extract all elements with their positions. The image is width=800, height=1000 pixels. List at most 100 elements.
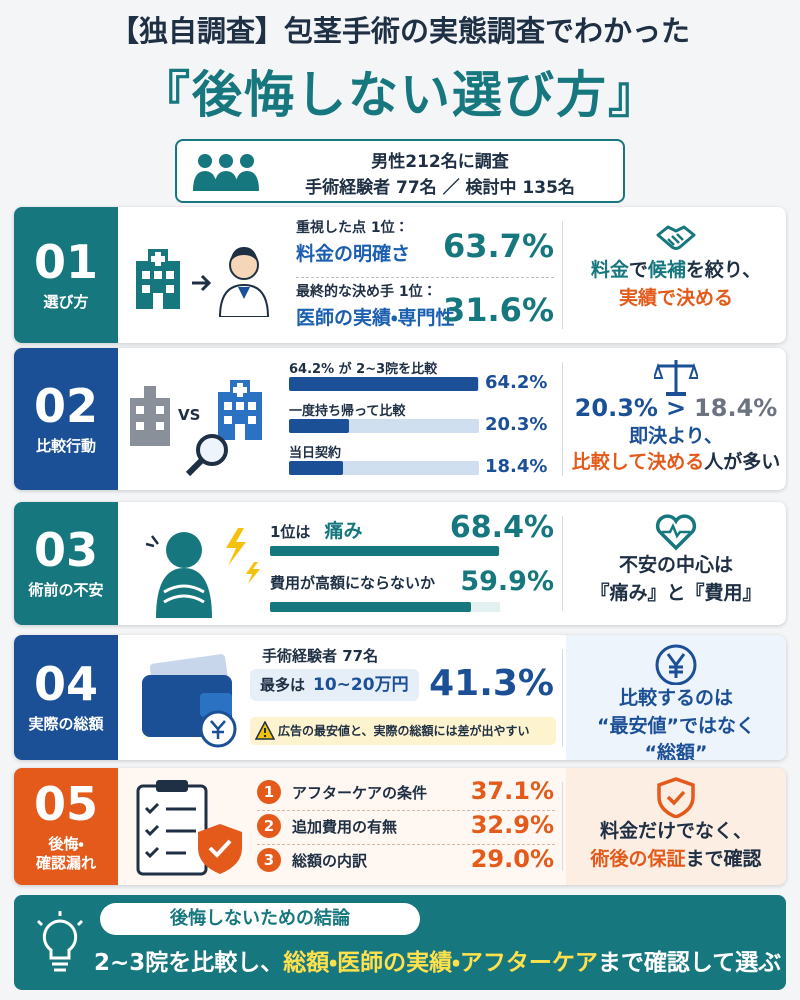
icon-part: [655, 644, 697, 686]
item-caption-text: 当日契約: [289, 446, 342, 461]
separator: [257, 810, 555, 811]
item-text: 総額の内訳: [292, 852, 368, 870]
conclusion: 不安の中心は 『痛み』と『費用』: [566, 502, 786, 625]
icon-part: [156, 406, 164, 414]
ray: [76, 919, 84, 927]
conclusion-line: “総額”: [566, 740, 786, 760]
icon-part: [154, 271, 162, 279]
icon-part: [263, 734, 267, 738]
divider: [562, 362, 563, 476]
conclusion-line: 即決より、: [566, 424, 786, 450]
icon-part: [156, 568, 212, 618]
survey-line2: 手術経験者 77名 ／ 検討中 135名: [305, 178, 575, 198]
conclusion-segment: 20.3%: [574, 394, 658, 422]
conclusion-line: 不安の中心は: [566, 552, 786, 580]
conclusion-line: 料金だけでなく、: [566, 818, 786, 846]
icon-part: [200, 693, 232, 717]
icon-part: [236, 402, 244, 410]
title-line2: 『後悔しない選び方』: [140, 66, 660, 124]
conclusion-segment: を絞り、: [685, 259, 762, 281]
conclusion-icon-svg: [654, 510, 698, 561]
icon-part: [166, 532, 202, 568]
icon-part: [144, 802, 160, 859]
section-panel: 03 術前の不安 不安の中心は 『痛み』と『費用』 1位は 痛み 68.4% 費用が高額になら…: [14, 502, 786, 625]
conclusion-icon-svg: [652, 356, 700, 406]
item-caption-text: 一度持ち帰って比較: [289, 404, 406, 419]
icon-part: [667, 233, 684, 246]
footer-title: 後悔しないための結論: [100, 903, 420, 935]
conclusion-segment: “総額”: [644, 742, 708, 760]
divider: [562, 221, 563, 329]
section-label-line: 選び方: [43, 292, 89, 311]
section-panel: 05 後悔・ 確認漏れ 料金だけでなく、 術後の保証まで確認 1 アフターケアの条件 37.1…: [14, 768, 786, 885]
footer-line: 2~3院を比較し、総額・医師の実績・アフターケアまで確認して選ぶ: [94, 943, 781, 977]
conclusion-icon: [566, 768, 786, 819]
icon-part: [185, 457, 205, 477]
icon-part: [145, 528, 260, 618]
divider: [562, 649, 563, 746]
icon-part: [192, 274, 212, 292]
item-value: 68.4%: [449, 510, 554, 545]
icon-part: [248, 402, 256, 410]
item-caption: 一度持ち帰って比較: [289, 400, 405, 419]
conclusion-segment: 実績で決める: [618, 286, 733, 309]
rank-badge: 2: [257, 814, 281, 838]
conclusion-icon-svg: [654, 215, 698, 266]
icon-part: [224, 402, 256, 440]
warning-text: 広告の最安値と、実際の総額には差が出やすい: [278, 724, 530, 738]
conclusion-segment: >: [665, 394, 687, 422]
icon-anxious: [134, 522, 274, 622]
conclusion-segment: 人が多い: [704, 451, 781, 474]
icon-part: [166, 807, 196, 855]
conclusion-line: 料金で候補を絞り、: [566, 257, 786, 285]
icon-part: [142, 271, 150, 279]
section-panel: 01 選び方 料金で候補を絞り、 実績で決める 重視した点 1位： 料金の明確さ 63.7%…: [14, 207, 786, 343]
conclusion: 料金で候補を絞り、 実績で決める: [566, 207, 786, 343]
section-panel: 04 実際の総額 比較するのは “最安値”ではなく “総額” 手術経験者 77名 最多は 10…: [14, 635, 786, 760]
body: [214, 171, 238, 191]
section-label-line: 術前の不安: [28, 581, 104, 600]
conclusion-segment: 比較するのは: [618, 687, 733, 709]
item-value: 18.4%: [485, 456, 548, 477]
icon-compare: [124, 378, 274, 482]
icon-part: [151, 252, 165, 266]
icon-part: [142, 285, 150, 293]
item-caption-text: 64.2% が 2~3院を比較: [289, 362, 438, 377]
conclusion: 比較するのは “最安値”ではなく “総額”: [566, 635, 786, 760]
icon-part: [136, 406, 164, 430]
conclusion-icon: [566, 207, 786, 257]
section-label: 実際の総額: [28, 715, 103, 734]
conclusion-line: 『痛み』と『費用』: [566, 580, 786, 608]
icon-part: [226, 528, 246, 566]
icon-part: [208, 839, 232, 858]
section-number-block: 05 後悔・ 確認漏れ: [14, 768, 118, 885]
footer: 後悔しないための結論 2~3院を比較し、総額・医師の実績・アフターケアまで確認し…: [14, 895, 786, 990]
separator: [257, 844, 555, 845]
conclusion-segment: 術後の保証: [590, 847, 686, 870]
icon-part: [246, 562, 260, 584]
icon-part: [652, 362, 700, 379]
icon-part: [235, 424, 245, 440]
icon-part: [145, 535, 159, 548]
icon-wallet: [128, 653, 258, 757]
section-label-line: 確認漏れ: [35, 853, 96, 872]
value: 41.3%: [429, 663, 554, 704]
icon-part: [210, 720, 226, 739]
icon-part: [156, 422, 164, 430]
head: [240, 154, 254, 168]
icon-doctor: [132, 247, 282, 321]
icon-part: [254, 720, 276, 740]
conclusion-segment: 即決より、: [629, 425, 723, 448]
conclusion-icon: [566, 635, 786, 686]
section-panel: 02 比較行動 20.3% >18.4% 即決より、 比較して決める人が多い VS 64.2%…: [14, 348, 786, 490]
item-value: 64.2%: [485, 372, 548, 393]
conclusion: 料金だけでなく、 術後の保証まで確認: [566, 768, 786, 885]
conclusion-segment: で: [628, 259, 648, 281]
section-number: 01: [33, 234, 98, 289]
item-caption: 最終的な決め手 1位：: [296, 284, 437, 300]
section-label: 術前の不安: [28, 581, 103, 600]
item-text: 料金の明確さ: [296, 243, 411, 265]
conclusion-line: “最安値”ではなく: [566, 713, 786, 741]
icon-part: [136, 406, 144, 414]
section-number-block: 04 実際の総額: [14, 635, 118, 760]
